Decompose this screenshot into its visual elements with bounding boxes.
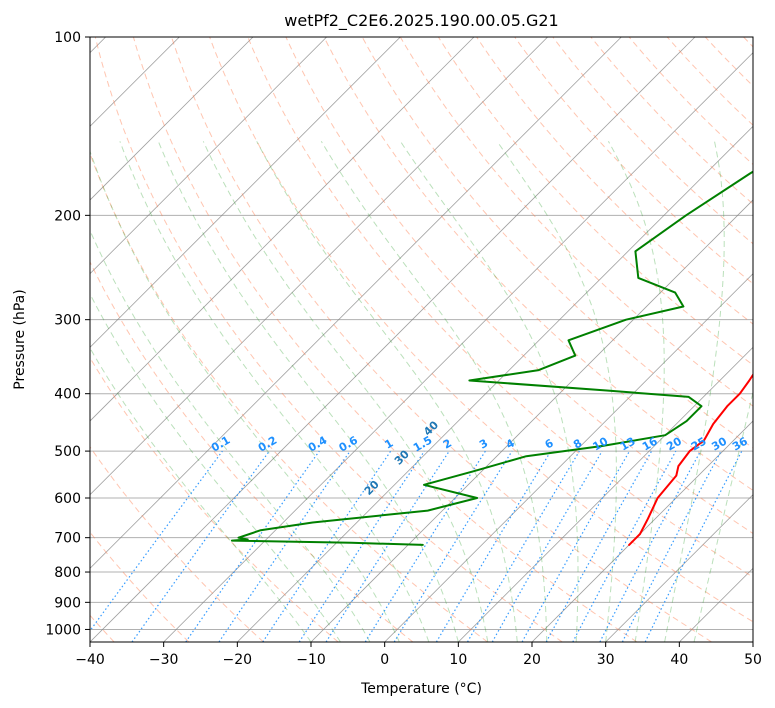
dry-adiabat-line (209, 37, 753, 623)
moist-adiabat-line (119, 141, 430, 642)
moist-adiabat-line (90, 347, 312, 642)
mixing-ratio-line (521, 450, 631, 642)
dry-adiabat-line (361, 37, 753, 449)
x-tick-label: −10 (296, 652, 326, 668)
dry-adiabat-line (514, 37, 753, 285)
y-tick-label: 400 (54, 387, 81, 403)
moist-adiabat-line (90, 293, 341, 642)
y-tick-label: 1000 (45, 622, 81, 638)
y-tick-label: 200 (54, 208, 81, 224)
dry-adiabat-line (94, 37, 563, 642)
temperature-trace (628, 372, 753, 546)
moist-adiabat-line (664, 141, 725, 642)
x-tick-label: 40 (670, 652, 688, 668)
dry-adiabat-line (399, 37, 753, 407)
y-tick-label: 800 (54, 565, 81, 581)
mixing-ratio-line (545, 450, 653, 642)
x-tick-label: 30 (597, 652, 615, 668)
x-tick-label: −20 (223, 652, 253, 668)
moist-adiabat-line (320, 141, 548, 642)
mixing-ratio-line (572, 450, 677, 642)
mixing-ratio-line (435, 450, 552, 642)
mixing-ratio-line (364, 450, 486, 642)
mixing-ratio-line (185, 450, 320, 642)
y-tick-label: 900 (54, 595, 81, 611)
moist-adiabat-line (90, 149, 400, 642)
mixing-ratio-line (90, 450, 223, 632)
x-tick-label: −30 (149, 652, 179, 668)
mixing-ratio-line (393, 450, 513, 642)
mixing-ratio-line (218, 450, 351, 642)
x-tick-label: 20 (523, 652, 541, 668)
y-tick-label: 500 (54, 444, 81, 460)
dry-adiabat-line (323, 37, 753, 491)
y-tick-label: 100 (54, 30, 81, 46)
y-axis-title: Pressure (hPa) (12, 289, 28, 389)
moist-adiabat-line (496, 141, 617, 642)
x-tick-label: 10 (449, 652, 467, 668)
isotherm-line (237, 125, 753, 642)
x-axis-title: Temperature (°C) (360, 681, 482, 697)
mixing-ratio-line (466, 450, 580, 642)
dewpoint-trace (230, 170, 753, 546)
isotherm-line (90, 37, 254, 201)
x-tick-label: 50 (744, 652, 762, 668)
isotherm-line (90, 37, 696, 642)
isotherm-line (384, 273, 753, 642)
dry-adiabat-line (628, 37, 753, 166)
mixing-ratio-line (131, 450, 270, 642)
moist-adiabat-line (256, 141, 518, 642)
y-tick-label: 600 (54, 491, 81, 507)
moist-adiabat-line (607, 141, 665, 642)
x-tick-label: −40 (75, 652, 105, 668)
dry-adiabat-line (132, 37, 638, 642)
moist-adiabat-line (202, 141, 489, 642)
isotherm-line (90, 37, 475, 422)
plot-frame (89, 36, 754, 643)
isotherm-line (90, 37, 548, 496)
dry-adiabat-line (476, 37, 753, 325)
y-tick-label: 300 (54, 313, 81, 329)
moist-adiabat-line (399, 141, 579, 642)
moist-adiabat-line (693, 390, 753, 642)
isotherm-line (90, 37, 622, 569)
dry-adiabat-line (90, 446, 264, 642)
moist-adiabat-line (157, 141, 459, 642)
chart-title: wetPf2_C2E6.2025.190.00.05.G21 (284, 11, 558, 31)
y-tick-label: 700 (54, 531, 81, 547)
isotherm-line (90, 37, 401, 348)
mixing-ratio-line (491, 450, 603, 642)
isotherm-line (458, 346, 753, 642)
dry-adiabat-line (247, 37, 753, 578)
x-tick-label: 0 (380, 652, 389, 668)
isotherm-line (310, 199, 753, 642)
isotherm-line (605, 494, 753, 642)
isotherm-line (90, 37, 327, 275)
